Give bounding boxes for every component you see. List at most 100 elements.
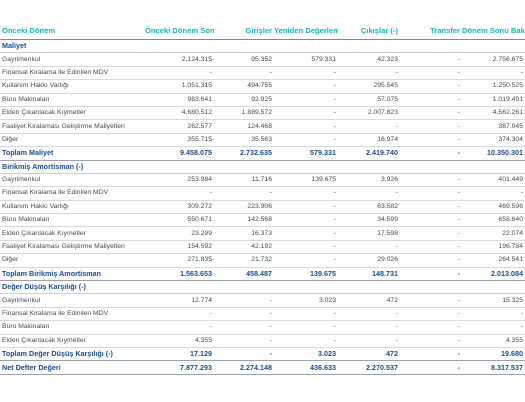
table-cell: 34.599 bbox=[338, 213, 400, 228]
table-cell: - bbox=[400, 200, 462, 215]
table-cell: - bbox=[274, 334, 338, 348]
header-closing-balance: Dönem Sonu Bakiyesi bbox=[462, 26, 525, 36]
table-cell: - bbox=[400, 347, 462, 362]
table-cell: - bbox=[400, 253, 462, 268]
table-row: Büro Makinaları - - - - - - bbox=[0, 320, 525, 335]
table-cell: - bbox=[400, 293, 462, 308]
table-cell: - bbox=[400, 52, 462, 67]
table-cell: 16.373 bbox=[214, 226, 274, 241]
table-row: Gayrimenkul 2.124.315 95.352 579.331 42.323-… bbox=[0, 52, 525, 67]
table-cell bbox=[338, 160, 400, 174]
table-cell: - bbox=[214, 186, 274, 201]
table-cell: 1.250.525 bbox=[462, 79, 525, 94]
table-cell: 550.671 bbox=[145, 213, 214, 228]
table-cell: - bbox=[338, 307, 400, 322]
row-label: Gayrimenkul bbox=[0, 173, 145, 188]
table-cell bbox=[214, 280, 274, 295]
table-cell: 124.468 bbox=[214, 119, 274, 134]
table-row: Finansal Kiralama ile Edinilen MDV - - - - - - bbox=[0, 307, 525, 322]
row-label: Toplam Maliyet bbox=[0, 146, 145, 161]
table-cell: - bbox=[145, 66, 214, 81]
row-label: Elden Çıkarılacak Kıymetler bbox=[0, 334, 145, 348]
table-cell bbox=[462, 39, 525, 54]
table-cell bbox=[274, 160, 338, 174]
table-cell: 3.926 bbox=[338, 173, 400, 188]
table-body: Maliyet Gayrimenkul 2.124.315 95.352 579.331… bbox=[0, 39, 525, 375]
table-row: Finansal Kiralama ile Edinilen MDV - - - - - - bbox=[0, 186, 525, 201]
table-cell: 12.774 bbox=[145, 293, 214, 308]
table-row: Diğer 355.715 35.563-16.974-374.304 bbox=[0, 133, 525, 148]
section-header-row: Birikmiş Amortisman (-) bbox=[0, 160, 525, 174]
table-cell: 262.577 bbox=[145, 119, 214, 134]
table-cell: - bbox=[400, 173, 462, 188]
table-cell bbox=[145, 160, 214, 174]
table-cell: 57.075 bbox=[338, 93, 400, 107]
table-cell: 309.272 bbox=[145, 200, 214, 215]
row-label: Kullanım Hakkı Varlığı bbox=[0, 79, 145, 94]
table-cell: 458.487 bbox=[214, 267, 274, 282]
table-header: Önceki Dönem Önceki Dönem Sonu Bakiyesi … bbox=[0, 0, 525, 40]
row-label: Gayrimenkul bbox=[0, 52, 145, 67]
table-cell: 1.889.572 bbox=[214, 106, 274, 121]
header-period: Önceki Dönem bbox=[2, 26, 56, 36]
table-cell bbox=[462, 280, 525, 295]
table-cell: - bbox=[274, 307, 338, 322]
table-cell: - bbox=[145, 307, 214, 322]
table-cell: 494.755 bbox=[214, 79, 274, 94]
table-cell: 4.355 bbox=[462, 334, 525, 348]
table-cell: - bbox=[400, 186, 462, 201]
row-label: Maliyet bbox=[0, 39, 145, 54]
table-cell: - bbox=[400, 360, 462, 375]
table-cell: - bbox=[400, 119, 462, 134]
header-additions: Girişler bbox=[245, 26, 272, 36]
row-label: Diğer bbox=[0, 133, 145, 148]
table-cell: 42.192 bbox=[214, 240, 274, 255]
row-label: Gayrimenkul bbox=[0, 293, 145, 308]
fixed-assets-table: Önceki Dönem Önceki Dönem Sonu Bakiyesi … bbox=[0, 0, 525, 375]
table-cell bbox=[145, 39, 214, 54]
table-cell: 139.675 bbox=[274, 267, 338, 282]
row-label: Büro Makinaları bbox=[0, 213, 145, 228]
table-cell: 472 bbox=[338, 293, 400, 308]
table-cell: - bbox=[400, 106, 462, 121]
table-cell: - bbox=[400, 93, 462, 107]
table-cell bbox=[274, 39, 338, 54]
table-row: Faaliyet Kiralaması Geliştirme Maliyetle… bbox=[0, 119, 525, 134]
table-cell: 11.716 bbox=[214, 173, 274, 188]
table-cell: - bbox=[462, 186, 525, 201]
row-label: Faaliyet Kiralaması Geliştirme Maliyetle… bbox=[0, 240, 145, 255]
row-label: Değer Düşüş Karşılığı (-) bbox=[0, 280, 145, 295]
row-label: Büro Makinaları bbox=[0, 93, 145, 107]
table-cell: 374.304 bbox=[462, 133, 525, 148]
row-label: Toplam Birikmiş Amortisman bbox=[0, 267, 145, 282]
table-cell: 154.592 bbox=[145, 240, 214, 255]
table-cell: 658.640 bbox=[462, 213, 525, 228]
table-cell: - bbox=[400, 267, 462, 282]
table-cell: - bbox=[214, 66, 274, 81]
table-cell: 19.680 bbox=[462, 347, 525, 362]
row-label: Finansal Kiralama ile Edinilen MDV bbox=[0, 186, 145, 201]
table-cell: 1.019.491 bbox=[462, 93, 525, 107]
header-opening-balance: Önceki Dönem Sonu Bakiyesi bbox=[145, 26, 214, 36]
row-label: Faaliyet Kiralaması Geliştirme Maliyetle… bbox=[0, 119, 145, 134]
table-cell: 92.925 bbox=[214, 93, 274, 107]
total-row: Toplam Maliyet 9.458.075 2.732.635 579.331 2… bbox=[0, 146, 525, 161]
table-cell: - bbox=[400, 146, 462, 161]
table-cell: 387.045 bbox=[462, 119, 525, 134]
table-cell: 2.756.675 bbox=[462, 52, 525, 67]
table-row: Kullanım Hakkı Varlığı 309.272 223.906-63.… bbox=[0, 200, 525, 215]
table-cell: 35.563 bbox=[214, 133, 274, 148]
table-cell: 4.355 bbox=[145, 334, 214, 348]
total-row: Toplam Değer Düşüş Karşılığı (-) 17.129-3… bbox=[0, 347, 525, 362]
table-cell bbox=[338, 39, 400, 54]
table-cell: 10.350.301 bbox=[462, 146, 525, 161]
table-cell: - bbox=[274, 133, 338, 148]
table-cell: - bbox=[400, 307, 462, 322]
table-cell: 295.545 bbox=[338, 79, 400, 94]
table-cell bbox=[400, 39, 462, 54]
total-row: Toplam Birikmiş Amortisman 1.563.653 458.4… bbox=[0, 267, 525, 282]
table-cell: - bbox=[462, 307, 525, 322]
table-row: Gayrimenkul 12.774-3.023 472-15.325 bbox=[0, 293, 525, 308]
table-cell: - bbox=[274, 106, 338, 121]
